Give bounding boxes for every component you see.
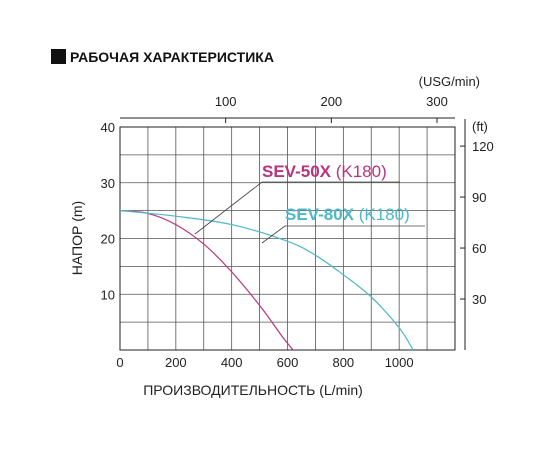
- axis-layer: 0 200 400 600 800 1000 10 20 30 40 100 200 300 (USG/m…: [69, 74, 494, 398]
- x-tick-label: 800: [332, 355, 354, 370]
- x-tick-label: 1000: [385, 355, 414, 370]
- right-axis-tick-label: 30: [472, 292, 486, 307]
- series-leader-line: [194, 181, 263, 235]
- y-tick-label: 40: [101, 120, 115, 135]
- right-axis-tick-label: 60: [472, 241, 486, 256]
- series-label-suffix: (K180): [336, 162, 387, 181]
- plot-frame: [119, 126, 456, 351]
- x-tick-label: 200: [165, 355, 187, 370]
- series-line: [119, 210, 294, 351]
- series-leader-line: [261, 225, 286, 244]
- top-axis-tick-label: 100: [215, 94, 237, 109]
- right-axis-label: (ft): [472, 119, 488, 134]
- series-label-model: SEV-50X: [262, 162, 336, 181]
- series-layer: [119, 210, 414, 351]
- label-layer: SEV-50X (K180)SEV-80X (K180): [194, 162, 425, 244]
- x-tick-label: 0: [116, 355, 123, 370]
- right-axis-tick-label: 120: [472, 139, 494, 154]
- grid-layer: [120, 127, 455, 350]
- series-label: SEV-80X (K180): [285, 205, 410, 224]
- y-tick-label: 30: [101, 176, 115, 191]
- series-label-suffix: (K180): [359, 205, 410, 224]
- y-axis-label: НАПОР (m): [69, 201, 85, 275]
- x-axis-label: ПРОИЗВОДИТЕЛЬНОСТЬ (L/min): [143, 382, 363, 398]
- chart-title: РАБОЧАЯ ХАРАКТЕРИСТИКА: [70, 49, 274, 65]
- y-tick-label: 10: [101, 287, 115, 302]
- series-label: SEV-50X (K180): [262, 162, 387, 181]
- top-axis-tick-label: 300: [426, 94, 448, 109]
- series-label-model: SEV-80X: [285, 205, 359, 224]
- title-square-icon: [51, 49, 66, 64]
- top-axis-label: (USG/min): [419, 74, 480, 89]
- x-tick-label: 600: [277, 355, 299, 370]
- x-tick-label: 400: [221, 355, 243, 370]
- right-axis-tick-label: 90: [472, 190, 486, 205]
- series-line: [119, 210, 414, 351]
- top-axis-tick-label: 200: [320, 94, 342, 109]
- y-tick-label: 20: [101, 232, 115, 247]
